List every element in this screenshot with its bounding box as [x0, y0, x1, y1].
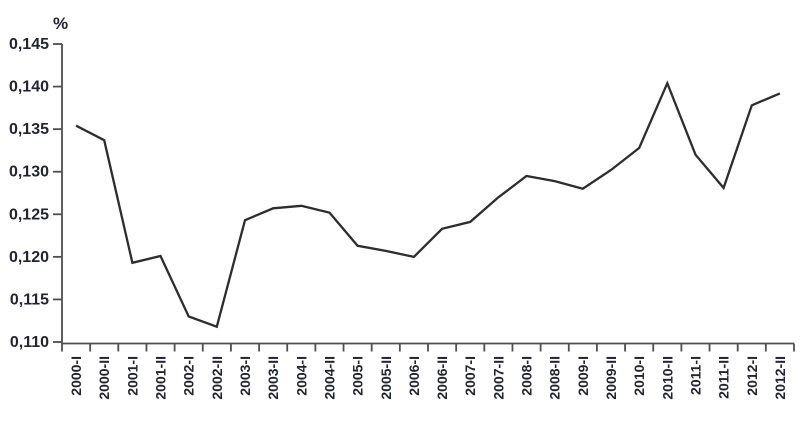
y-axis-tick-label: 0,130 [9, 164, 49, 181]
x-axis-tick-label: 2005-I [350, 356, 366, 396]
x-axis-tick-label: 2003-I [237, 356, 253, 396]
x-axis-tick-label: 2011-I [687, 356, 703, 395]
data-line [75, 80, 781, 329]
x-axis-tick-label: 2006-I [406, 356, 422, 396]
x-axis-tick-label: 2010-I [631, 356, 647, 396]
y-axis-unit-label: % [53, 14, 69, 33]
y-axis-tick-label: 0,120 [9, 249, 49, 266]
x-axis-tick-label: 2005-II [378, 356, 394, 400]
x-axis-tick-label: 2000-I [68, 356, 84, 396]
x-axis-tick-label: 2002-II [209, 356, 225, 400]
x-axis-tick-label: 2003-II [265, 356, 281, 400]
x-axis-tick-label: 2002-I [181, 356, 197, 396]
x-axis-tick-label: 2010-II [659, 356, 675, 400]
x-axis-tick-label: 2007-I [462, 356, 478, 396]
axis-line [61, 44, 794, 345]
x-axis-tick-label: 2009-I [575, 356, 591, 396]
y-axis-tick-label: 0,115 [10, 291, 49, 308]
y-axis-tick-label: 0,145 [9, 36, 49, 53]
x-axis-tick-label: 2001-I [124, 356, 140, 396]
x-axis-tick-label: 2001-II [153, 356, 169, 400]
x-axis-tick-label: 2008-I [519, 356, 535, 396]
y-axis-tick-label: 0,135 [9, 121, 49, 138]
x-axis-tick-label: 2011-II [716, 356, 732, 399]
x-axis-tick-label: 2007-II [490, 356, 506, 400]
x-axis-tick-label: 2009-II [603, 356, 619, 400]
x-axis-tick-label: 2008-II [547, 356, 563, 400]
x-axis-tick-label: 2004-I [293, 356, 309, 396]
x-axis-tick-label: 2012-II [772, 356, 788, 400]
x-axis-tick-label: 2004-II [321, 356, 337, 400]
x-axis-tick-label: 2000-II [96, 356, 112, 400]
x-axis-tick-label: 2006-II [434, 356, 450, 400]
y-axis-tick-label: 0,125 [9, 206, 49, 223]
y-axis-tick-label: 0,110 [10, 334, 49, 351]
x-axis-tick-label: 2012-I [744, 356, 760, 396]
y-axis-tick-label: 0,140 [9, 79, 49, 96]
